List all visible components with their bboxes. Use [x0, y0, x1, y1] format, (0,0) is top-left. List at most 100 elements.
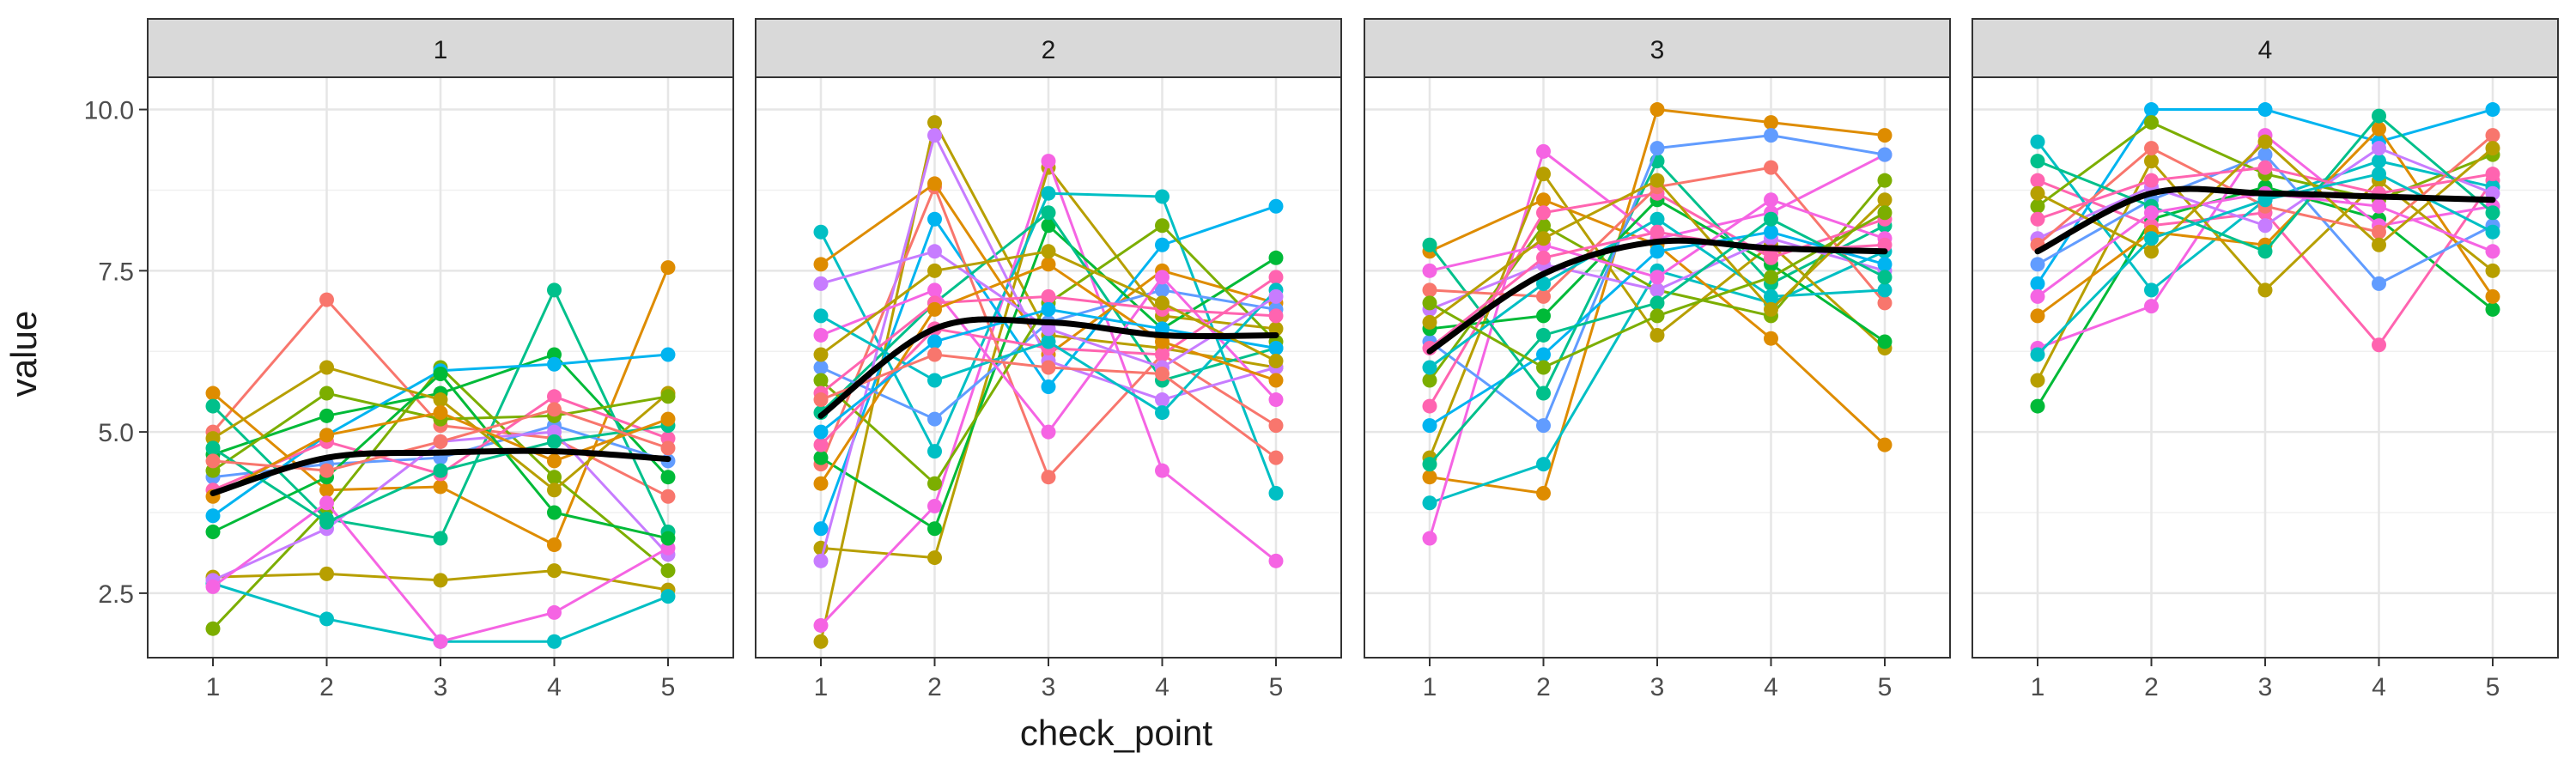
data-point	[1422, 398, 1437, 414]
data-point	[2485, 167, 2500, 182]
data-point	[1764, 115, 1778, 131]
data-point	[2257, 218, 2273, 234]
data-point	[2030, 373, 2045, 388]
data-point	[1155, 295, 1170, 311]
data-point	[547, 453, 562, 469]
data-point	[1649, 224, 1665, 240]
trend-line	[1426, 237, 1888, 355]
data-point	[547, 470, 562, 485]
data-point	[1041, 185, 1056, 201]
data-point	[1536, 276, 1551, 291]
data-point	[1041, 424, 1056, 440]
data-point	[813, 424, 829, 440]
data-point	[1041, 244, 1056, 259]
data-point	[660, 589, 676, 604]
data-point	[813, 450, 829, 465]
data-point	[2485, 205, 2500, 221]
data-point	[813, 392, 829, 408]
data-point	[1536, 485, 1551, 501]
data-point	[547, 389, 562, 404]
x-tick-label: 5	[1878, 673, 1893, 701]
x-tick-label: 5	[2486, 673, 2500, 701]
x-tick-label: 3	[2258, 673, 2273, 701]
data-point	[1268, 373, 1284, 388]
data-point	[927, 498, 942, 513]
data-point	[2144, 154, 2159, 169]
x-tick-label: 3	[434, 673, 448, 701]
data-point	[319, 463, 334, 478]
data-point	[1877, 147, 1893, 162]
data-point	[813, 347, 829, 362]
data-point	[813, 327, 829, 343]
data-point	[2485, 141, 2500, 156]
data-point	[1764, 160, 1778, 175]
data-point	[2485, 128, 2500, 143]
data-point	[2485, 244, 2500, 259]
x-tick-label: 3	[1650, 673, 1665, 701]
data-point	[1877, 173, 1893, 188]
data-point	[2144, 102, 2159, 118]
data-point	[433, 392, 448, 408]
data-point	[1422, 282, 1437, 298]
x-tick-label: 1	[206, 673, 221, 701]
data-point	[1268, 553, 1284, 568]
data-point	[2372, 276, 2386, 291]
data-point	[205, 525, 221, 540]
data-point	[2372, 337, 2386, 353]
data-point	[433, 367, 448, 382]
trend-line	[210, 447, 671, 496]
data-point	[1536, 457, 1551, 472]
data-point	[2030, 173, 2045, 188]
data-point	[1536, 360, 1551, 375]
data-point	[2144, 231, 2159, 246]
data-point	[2030, 347, 2045, 362]
data-point	[433, 434, 448, 449]
data-point	[927, 211, 942, 227]
data-point	[2030, 398, 2045, 414]
data-point	[927, 244, 942, 259]
data-point	[1268, 353, 1284, 368]
data-point	[1536, 418, 1551, 434]
trend-line	[2034, 185, 2496, 255]
data-point	[2144, 141, 2159, 156]
data-point	[1268, 198, 1284, 214]
y-tick-label: 10.0	[84, 97, 134, 125]
data-point	[1649, 327, 1665, 343]
data-point	[319, 428, 334, 443]
data-point	[1041, 379, 1056, 395]
data-point	[813, 257, 829, 272]
data-point	[660, 411, 676, 427]
data-point	[433, 634, 448, 649]
data-point	[1649, 282, 1665, 298]
data-point	[205, 385, 221, 401]
data-point	[1649, 173, 1665, 188]
data-point	[2030, 276, 2045, 291]
data-point	[2485, 102, 2500, 118]
data-point	[1041, 257, 1056, 272]
data-point	[1422, 263, 1437, 278]
data-point	[547, 634, 562, 649]
data-point	[1155, 463, 1170, 478]
data-point	[1422, 295, 1437, 311]
data-point	[1764, 211, 1778, 227]
data-point	[547, 505, 562, 520]
data-point	[2372, 167, 2386, 182]
x-tick-label: 4	[1764, 673, 1778, 701]
data-point	[1649, 270, 1665, 285]
data-point	[927, 334, 942, 349]
data-point	[1536, 347, 1551, 362]
data-point	[927, 176, 942, 191]
data-point	[547, 563, 562, 579]
facet-strip	[1364, 18, 1951, 78]
data-point	[1764, 128, 1778, 143]
data-point	[1422, 470, 1437, 485]
facet-panel-4: 4 1 2 3 4 5	[1971, 18, 2559, 701]
data-point	[927, 521, 942, 537]
data-point	[660, 563, 676, 579]
data-point	[2485, 224, 2500, 240]
data-point	[2144, 299, 2159, 314]
data-point	[319, 514, 334, 530]
x-tick-label: 1	[814, 673, 829, 701]
data-point	[205, 621, 221, 636]
data-point	[1268, 308, 1284, 324]
